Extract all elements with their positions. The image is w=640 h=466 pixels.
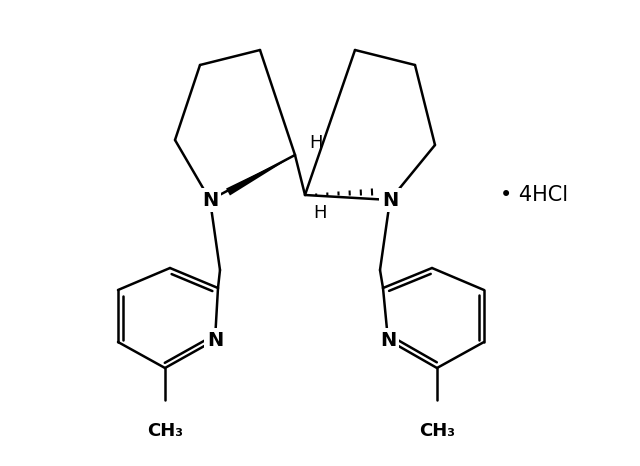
- Text: CH₃: CH₃: [419, 422, 455, 440]
- Text: N: N: [382, 191, 398, 210]
- Text: H: H: [313, 204, 326, 222]
- Text: H: H: [309, 134, 323, 152]
- Text: CH₃: CH₃: [147, 422, 183, 440]
- Text: N: N: [202, 191, 218, 210]
- Text: • 4HCl: • 4HCl: [500, 185, 568, 205]
- Text: N: N: [380, 330, 396, 350]
- Text: N: N: [207, 330, 223, 350]
- Polygon shape: [226, 155, 295, 196]
